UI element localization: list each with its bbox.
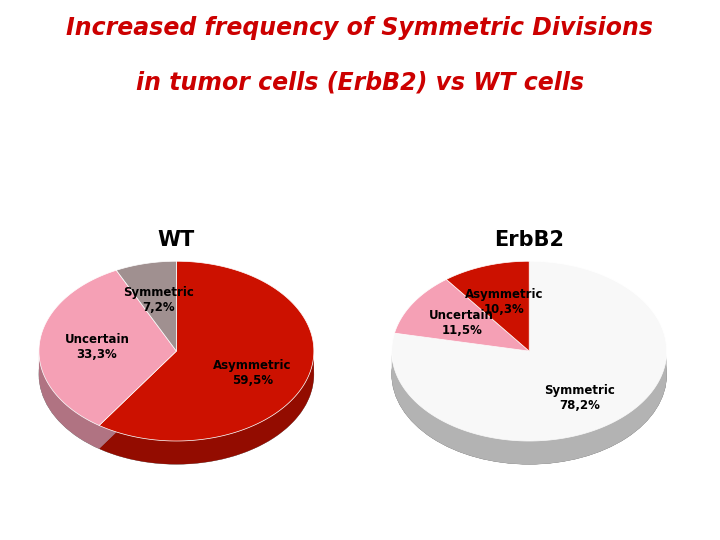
Polygon shape — [392, 351, 667, 464]
Text: Uncertain
11,5%: Uncertain 11,5% — [429, 309, 494, 338]
Text: Symmetric
7,2%: Symmetric 7,2% — [123, 286, 194, 314]
Polygon shape — [446, 261, 529, 351]
Polygon shape — [99, 350, 314, 464]
Ellipse shape — [392, 285, 667, 464]
Ellipse shape — [39, 285, 314, 464]
Text: Increased frequency of Symmetric Divisions: Increased frequency of Symmetric Divisio… — [66, 16, 654, 40]
Polygon shape — [117, 261, 176, 351]
Text: WT: WT — [158, 230, 195, 249]
Text: Asymmetric
59,5%: Asymmetric 59,5% — [213, 360, 292, 387]
Polygon shape — [39, 270, 176, 426]
Text: Asymmetric
10,3%: Asymmetric 10,3% — [464, 288, 543, 316]
Text: ErbB2: ErbB2 — [494, 230, 564, 249]
Polygon shape — [39, 351, 176, 449]
Text: Symmetric
78,2%: Symmetric 78,2% — [544, 384, 615, 413]
Text: in tumor cells (ErbB2) vs WT cells: in tumor cells (ErbB2) vs WT cells — [136, 70, 584, 94]
Text: Uncertain
33,3%: Uncertain 33,3% — [64, 333, 130, 361]
Polygon shape — [395, 279, 529, 351]
Polygon shape — [392, 261, 667, 441]
Polygon shape — [99, 261, 314, 441]
